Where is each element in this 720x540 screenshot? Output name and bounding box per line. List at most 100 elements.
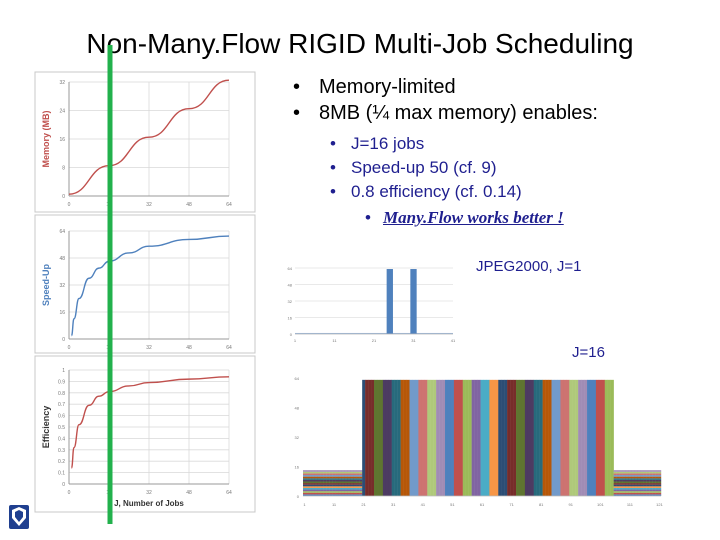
y-tick-label: 0.6 (58, 414, 65, 420)
stacked-bar-segment (619, 484, 623, 487)
baseline-bar (295, 332, 453, 334)
stacked-bar-segment (347, 494, 351, 496)
stacked-bar-segment (335, 471, 339, 474)
stacked-bar-segment (317, 486, 321, 488)
stacked-bar-segment (634, 487, 638, 490)
stacked-bar-segment (359, 491, 363, 493)
stacked-bar-segment (359, 470, 363, 472)
stacked-bar-segment (646, 491, 650, 493)
stacked-bar (471, 379, 475, 496)
stacked-bar-segment (335, 478, 339, 480)
stacked-bar-segment (326, 494, 330, 496)
stacked-bar (415, 379, 419, 496)
stacked-bar-segment (335, 483, 339, 485)
stacked-bar (557, 379, 561, 496)
stacked-bar-segment (323, 492, 327, 495)
stacked-bar-segment (622, 483, 626, 485)
stacked-bar-segment (329, 475, 333, 477)
stacked-bar-segment (347, 471, 351, 474)
stacked-bar-segment (625, 479, 629, 482)
stacked-bar-segment (658, 484, 662, 487)
stacked-bar-segment (655, 478, 659, 480)
x-tick-label: 32 (146, 490, 152, 496)
stacked-bar-segment (634, 475, 638, 477)
stacked-bar-segment (631, 470, 635, 472)
stacked-bar (442, 379, 446, 496)
stacked-bar-segment (658, 486, 662, 488)
stacked-bar-segment (344, 476, 348, 479)
stacked-bar-segment (655, 487, 659, 490)
stacked-bar-segment (652, 481, 656, 484)
stacked-bar-segment (652, 494, 656, 496)
stacked-bar-segment (646, 487, 650, 490)
stacked-bar-segment (344, 494, 348, 496)
stacked-bar-segment (341, 494, 345, 496)
stacked-bar-segment (308, 471, 313, 474)
stacked-bar-segment (619, 478, 623, 480)
stacked-bar-segment (308, 473, 313, 476)
stacked-bar-segment (622, 489, 626, 492)
stacked-bar-segment (338, 483, 342, 485)
stacked-bar-segment (303, 492, 307, 495)
stacked-bar-segment (646, 475, 650, 477)
stacked-bar-segment (631, 471, 635, 474)
stacked-bar-segment (619, 470, 623, 472)
sub-bullet-list: J=16 jobs Speed-up 50 (cf. 9) 0.8 effici… (330, 132, 564, 230)
stacked-bar-segment (646, 486, 650, 488)
stacked-bar-segment (317, 479, 321, 482)
stacked-bar-segment (359, 479, 363, 482)
stacked-bar-segment (631, 489, 635, 492)
stacked-bar-segment (350, 487, 354, 490)
stacked-bar-segment (353, 491, 357, 493)
stacked-bar-segment (338, 475, 342, 477)
stacked-bar-segment (338, 471, 342, 474)
stacked-bar-segment (613, 487, 617, 490)
stacked-bar-segment (326, 471, 330, 474)
stacked-bar-segment (613, 486, 617, 488)
stacked-bar (510, 379, 514, 496)
stacked-bar-segment (646, 479, 650, 482)
y-tick-label: 1 (62, 368, 65, 374)
stacked-bar (516, 379, 520, 496)
stacked-bar (368, 379, 372, 496)
stacked-bar-segment (649, 484, 653, 487)
stacked-bar-segment (613, 479, 617, 482)
stacked-bar-segment (646, 483, 650, 485)
stacked-bar-segment (643, 487, 647, 490)
stacked-bar-segment (308, 486, 313, 488)
stacked-bar-segment (344, 484, 348, 487)
stacked-bar-segment (613, 481, 617, 484)
stacked-bar-segment (637, 470, 641, 472)
stacked-bar-segment (314, 470, 318, 472)
stacked-bar-segment (625, 484, 629, 487)
stacked-bar-segment (341, 491, 345, 493)
y-tick-label: 16 (288, 316, 293, 321)
y-tick-label: 16 (59, 310, 65, 316)
stacked-bar-segment (347, 473, 351, 476)
stacked-bar-segment (628, 475, 632, 477)
speedup-chart: 0 16 32 48 64 0 16 32 48 64 Speed-Up (34, 214, 256, 354)
stacked-bar-segment (347, 470, 351, 472)
stacked-bar-segment (643, 486, 647, 488)
stacked-bar-segment (329, 486, 333, 488)
stacked-bar-segment (332, 478, 336, 480)
stacked-bar-segment (332, 476, 336, 479)
stacked-bar-segment (356, 473, 360, 476)
stacked-bar-segment (353, 481, 357, 484)
stacked-bar-segment (616, 483, 620, 485)
stacked-bar-segment (655, 484, 659, 487)
stacked-bar (598, 379, 603, 496)
stacked-bar-segment (323, 484, 327, 487)
stacked-bar-segment (359, 471, 363, 474)
stacked-bar-segment (637, 491, 641, 493)
x-tick-label: 0 (68, 345, 71, 351)
stacked-bar-segment (314, 473, 318, 476)
y-tick-label: 32 (59, 283, 65, 289)
stacked-bar-segment (655, 471, 659, 474)
stacked-bar (436, 379, 440, 496)
stacked-bar-segment (308, 492, 313, 495)
stacked-bar-segment (616, 491, 620, 493)
bullet-8mb: 8MB (¼ max memory) enables: (293, 100, 598, 126)
